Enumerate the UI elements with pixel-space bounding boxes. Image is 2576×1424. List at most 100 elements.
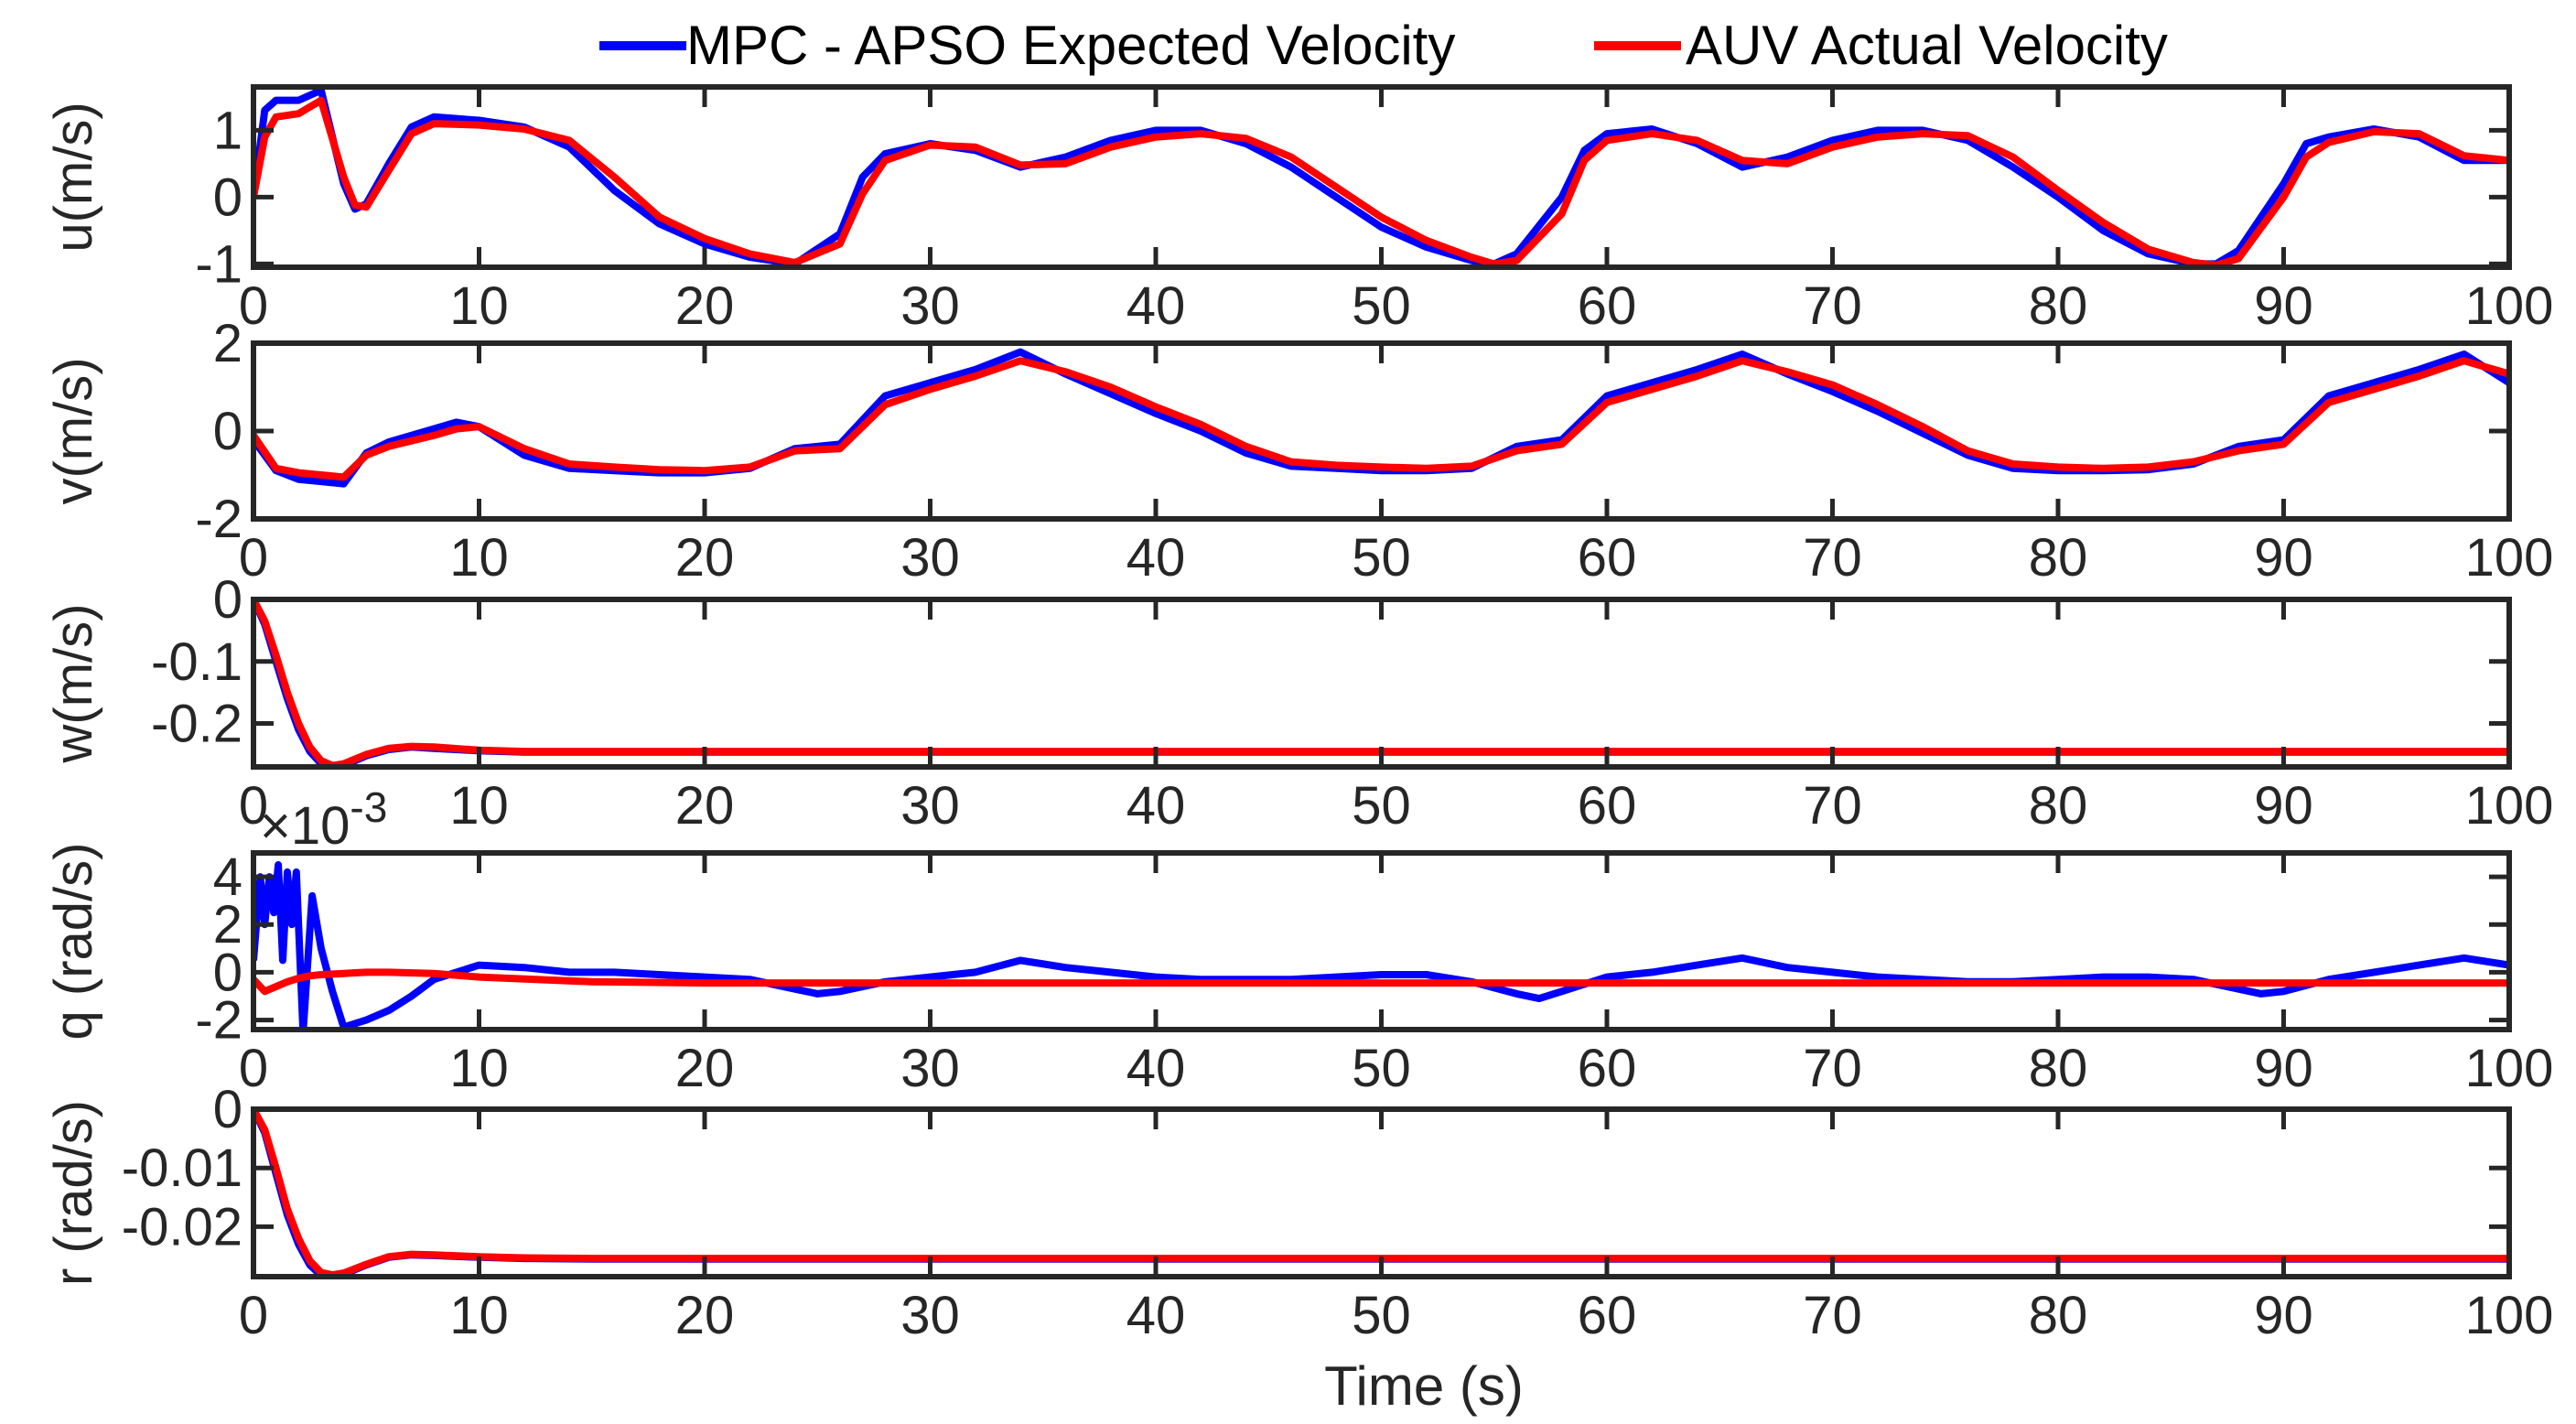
u-x-tick-label: 70 [1803,276,1862,336]
r-axes-box [251,1106,2512,1279]
u-x-tick-label: 20 [675,276,735,336]
legend-label-actual: AUV Actual Velocity [1686,15,2168,76]
x-axis-label: Time (s) [1324,1355,1524,1417]
q-y-tick-label: 2 [213,895,243,955]
v-y-tick-label: -2 [195,490,243,549]
u-y-tick-label: 0 [213,167,243,227]
r-x-tick-label: 60 [1578,1286,1637,1345]
w-x-tick-label: 60 [1578,776,1637,836]
q-x-tick-label: 60 [1578,1039,1637,1098]
r-y-tick-label: -0.01 [122,1138,243,1198]
q-y-tick-label: 0 [213,943,243,1002]
v-x-tick-label: 90 [2254,528,2313,588]
subplot-w: 0 10 20 30 40 50 60 70 80 90 100-0.2-0.10w(m/s) [44,570,2553,836]
v-x-tick-label: 70 [1803,528,1862,588]
w-axes-box [251,597,2512,770]
v-x-tick-label: 0 [239,528,268,588]
q-y-tick-label: -2 [195,991,243,1051]
w-x-tick-label: 0 [239,776,268,836]
w-actual-line [253,599,2509,767]
r-x-tick-label: 50 [1352,1286,1411,1345]
u-x-tick-label: 90 [2254,276,2313,336]
r-x-tick-label: 90 [2254,1286,2313,1345]
v-x-tick-label: 20 [675,528,735,588]
r-x-tick-label: 30 [900,1286,960,1345]
q-x-tick-label: 90 [2254,1039,2313,1098]
v-y-axis-label: v(m/s) [44,357,103,504]
q-actual-line [253,968,2509,996]
r-x-tick-label: 20 [675,1286,735,1345]
u-y-tick-label: 1 [213,101,243,160]
w-x-tick-label: 20 [675,776,735,836]
v-y-tick-label: 2 [213,314,243,373]
q-x-tick-label: 100 [2465,1039,2554,1098]
w-y-tick-label: -0.1 [151,632,243,692]
r-x-tick-label: 70 [1803,1286,1862,1345]
r-y-axis-label: r (rad/s) [44,1100,103,1286]
r-x-tick-label: 0 [239,1286,268,1345]
u-x-tick-label: 60 [1578,276,1637,336]
w-x-tick-label: 90 [2254,776,2313,836]
v-x-tick-label: 10 [449,528,509,588]
v-x-tick-label: 50 [1352,528,1411,588]
r-y-tick-label: -0.02 [122,1197,243,1257]
w-expected-line [253,599,2509,767]
u-x-tick-label: 80 [2029,276,2088,336]
u-y-axis-label: u(m/s) [44,102,103,252]
u-axes-box [251,84,2512,270]
r-x-tick-label: 80 [2029,1286,2088,1345]
q-y-axis-label: q (rad/s) [44,843,103,1041]
w-y-tick-label: 0 [213,570,243,630]
r-x-tick-label: 10 [449,1286,509,1345]
v-x-tick-label: 60 [1578,528,1637,588]
legend-label-expected: MPC - APSO Expected Velocity [686,15,1455,76]
q-axes-box [251,850,2512,1032]
v-x-tick-label: 40 [1126,528,1186,588]
q-x-tick-label: 0 [239,1039,268,1098]
v-x-tick-label: 30 [900,528,960,588]
r-y-tick-label: 0 [213,1080,243,1139]
r-x-tick-label: 40 [1126,1286,1186,1345]
u-actual-line [253,96,2509,267]
q-x-tick-label: 30 [900,1039,960,1098]
w-x-tick-label: 80 [2029,776,2088,836]
w-y-axis-label: w(m/s) [44,604,103,764]
q-x-tick-label: 40 [1126,1039,1186,1098]
q-y-tick-label: 4 [213,847,243,907]
q-exponent-label: ×10-3 [260,783,387,856]
u-expected-line [253,87,2509,267]
w-x-tick-label: 70 [1803,776,1862,836]
v-x-tick-label: 100 [2465,528,2554,588]
v-axes-box [251,340,2512,522]
v-x-tick-label: 80 [2029,528,2088,588]
q-x-tick-label: 70 [1803,1039,1862,1098]
w-x-tick-label: 10 [449,776,509,836]
q-expected-line [253,861,2509,1030]
q-x-tick-label: 50 [1352,1039,1411,1098]
w-y-tick-label: -0.2 [151,695,243,754]
r-actual-line [253,1109,2509,1277]
legend: MPC - APSO Expected Velocity AUV Actual … [599,15,2168,76]
v-actual-line [253,357,2509,481]
w-x-tick-label: 100 [2465,776,2554,836]
q-x-tick-label: 80 [2029,1039,2088,1098]
q-x-tick-label: 10 [449,1039,509,1098]
u-x-tick-label: 0 [239,276,268,336]
u-x-tick-label: 30 [900,276,960,336]
u-y-tick-label: -1 [195,234,243,294]
w-x-tick-label: 40 [1126,776,1186,836]
u-x-tick-label: 50 [1352,276,1411,336]
u-x-tick-label: 40 [1126,276,1186,336]
r-expected-line [253,1109,2509,1277]
w-x-tick-label: 50 [1352,776,1411,836]
w-x-tick-label: 30 [900,776,960,836]
q-x-tick-label: 20 [675,1039,735,1098]
r-x-tick-label: 100 [2465,1286,2554,1345]
v-y-tick-label: 0 [213,402,243,461]
u-x-tick-label: 100 [2465,276,2554,336]
